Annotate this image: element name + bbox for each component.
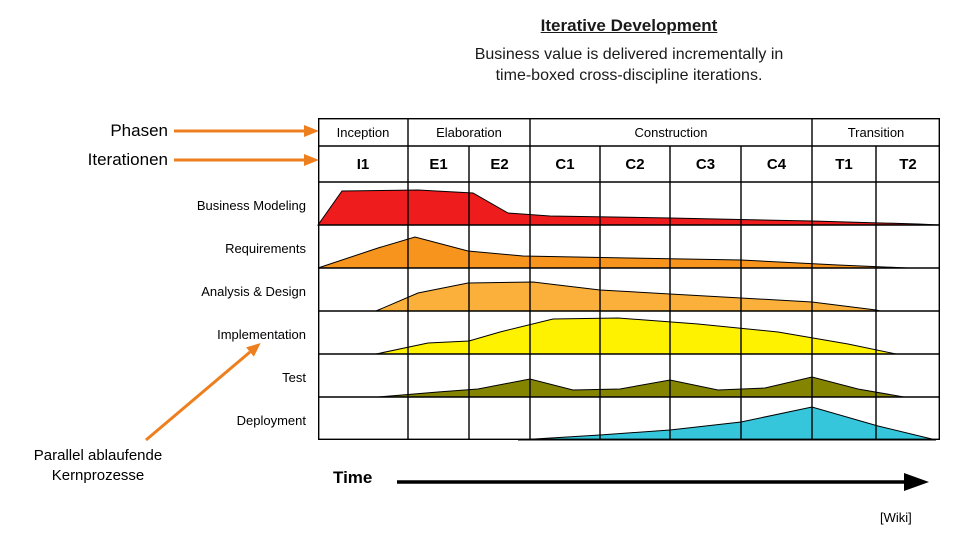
phases-annotation-label: Phasen bbox=[110, 121, 168, 140]
figure-subtitle: Business value is delivered incrementall… bbox=[318, 44, 940, 86]
chart-border bbox=[317, 117, 940, 441]
time-arrow-icon bbox=[397, 473, 929, 491]
hump-requirements bbox=[317, 236, 909, 269]
iterations-annotation-label: Iterationen bbox=[87, 150, 168, 169]
iteration-label-t1: T1 bbox=[835, 156, 853, 173]
phases-arrow-icon bbox=[174, 125, 319, 137]
parallel-processes-annotation: Parallel ablaufende Kernprozesse bbox=[8, 446, 188, 486]
iteration-label-i1: I1 bbox=[357, 156, 370, 173]
subtitle-line-2: time-boxed cross-discipline iterations. bbox=[495, 67, 763, 84]
subtitle-line-1: Business value is delivered incrementall… bbox=[474, 46, 784, 63]
iteration-label-c2: C2 bbox=[625, 156, 644, 173]
source-credit: [Wiki] bbox=[880, 510, 912, 525]
discipline-label-business-modeling: Business Modeling bbox=[196, 198, 306, 213]
iteration-label-c3: C3 bbox=[696, 156, 715, 173]
iteration-label-e2: E2 bbox=[490, 156, 508, 173]
iteration-label-c4: C4 bbox=[767, 156, 787, 173]
time-axis-label: Time bbox=[333, 468, 373, 487]
figure-title: Iterative Development bbox=[540, 16, 718, 35]
phase-label-transition: Transition bbox=[848, 125, 905, 140]
iteration-label-c1: C1 bbox=[555, 156, 574, 173]
discipline-label-analysis-design: Analysis & Design bbox=[201, 284, 306, 299]
discipline-label-requirements: Requirements bbox=[225, 241, 306, 256]
phase-label-construction: Construction bbox=[635, 125, 708, 140]
hump-deployment bbox=[517, 406, 937, 441]
phase-label-elaboration: Elaboration bbox=[436, 125, 502, 140]
iterations-arrow-icon bbox=[174, 154, 319, 166]
iteration-label-t2: T2 bbox=[899, 156, 917, 173]
hump-test bbox=[377, 376, 905, 398]
phase-label-inception: Inception bbox=[337, 125, 390, 140]
hump-implementation bbox=[375, 317, 897, 355]
hump-business-modeling bbox=[317, 189, 941, 226]
rup-hump-chart: Inception Elaboration Construction Transiti… bbox=[317, 117, 941, 441]
parallel-processes-arrow-icon bbox=[145, 343, 261, 442]
hump-analysis-design bbox=[375, 281, 881, 312]
parallel-annotation-line-2: Kernprozesse bbox=[51, 467, 145, 484]
parallel-annotation-line-1: Parallel ablaufende bbox=[33, 447, 163, 464]
iteration-label-e1: E1 bbox=[429, 156, 447, 173]
